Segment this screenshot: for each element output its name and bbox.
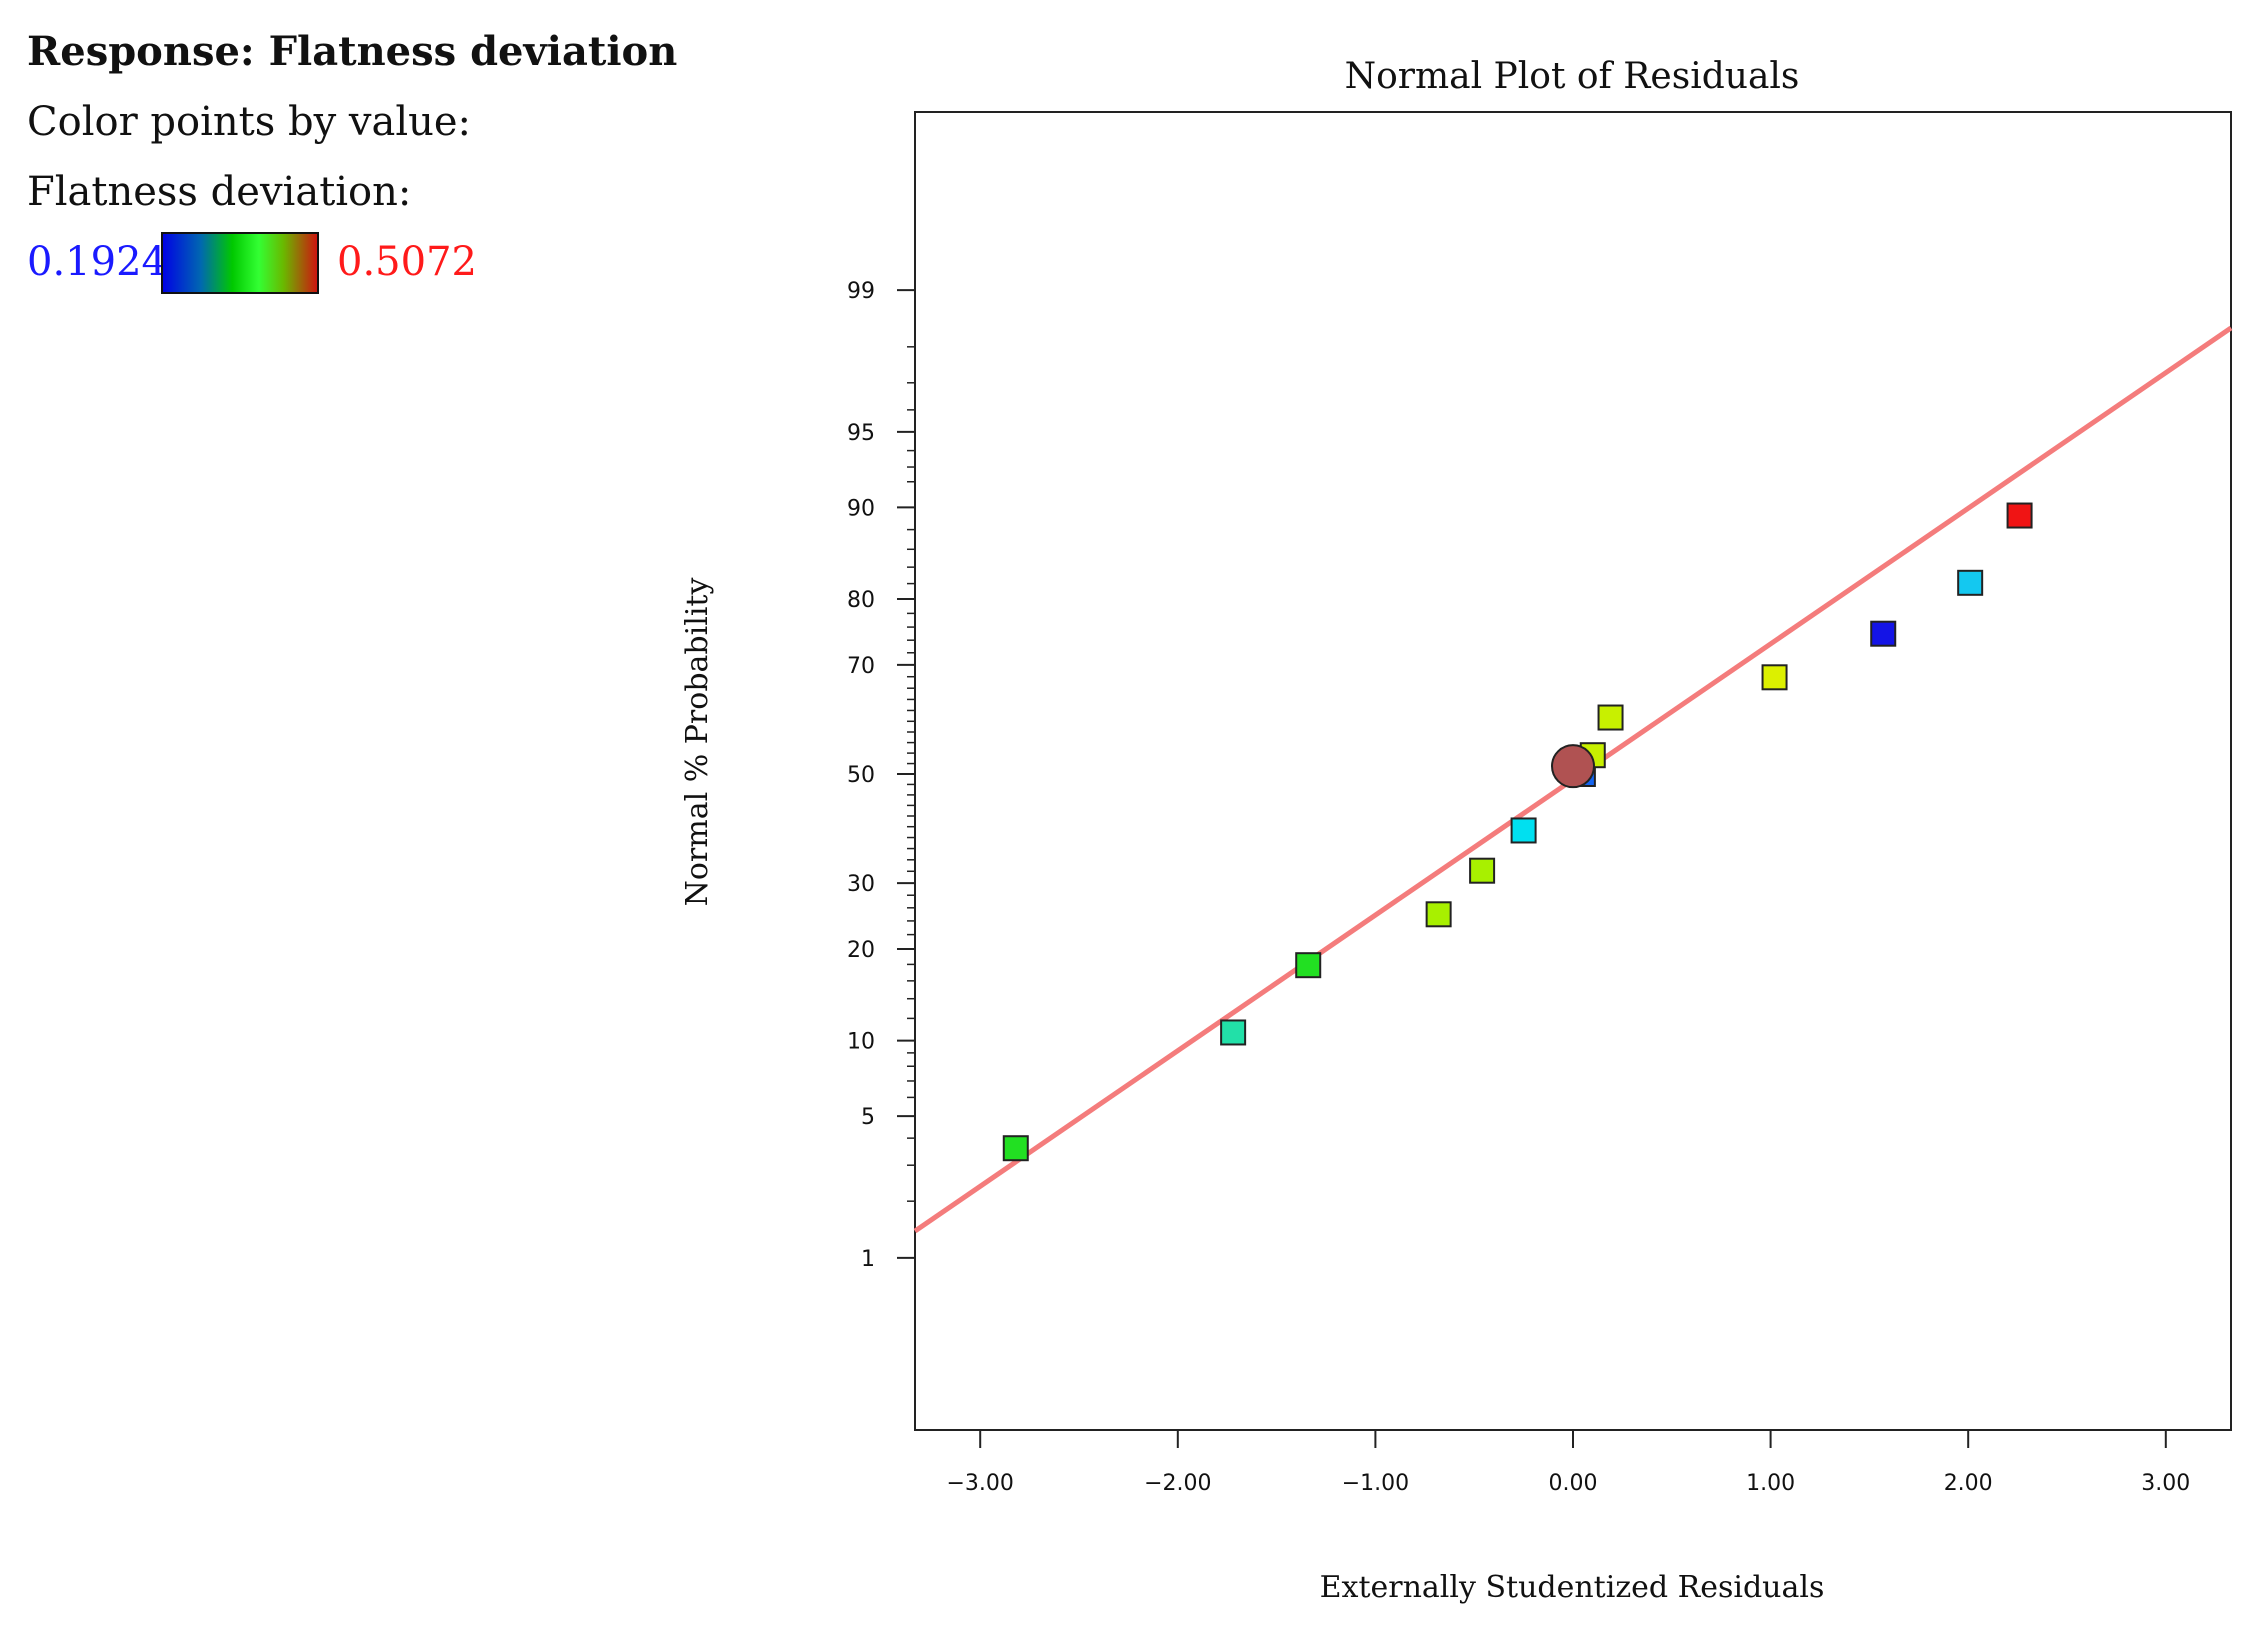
x-tick-label: 0.00 [1549,1471,1598,1496]
response-label: Response: Flatness deviation [27,28,677,75]
y-tick-label: 10 [847,1030,875,1055]
y-tick-label: 30 [847,872,875,897]
residual-point [1761,664,1788,691]
chart-title: Normal Plot of Residuals [1345,56,1800,97]
x-tick-label: −2.00 [1144,1471,1211,1496]
y-tick-label: 70 [847,654,875,679]
x-tick-label: −3.00 [946,1471,1013,1496]
y-tick-label: 1 [861,1247,875,1272]
data-points [1002,502,2033,1162]
residual-point [1957,569,1984,596]
residual-point [1510,817,1537,844]
residual-point [1220,1019,1247,1046]
color-by-label: Color points by value: [27,99,471,145]
x-axis-title: Externally Studentized Residuals [1320,1570,1825,1605]
x-tick-label: 1.00 [1746,1471,1795,1496]
y-tick-label: 50 [847,763,875,788]
residual-point [1295,952,1322,979]
residual-point [1469,857,1496,884]
legend-panel: Response: Flatness deviation Color point… [27,28,677,294]
residual-point [1425,901,1452,928]
colorbar-gradient [161,232,319,294]
y-axis-title: Normal % Probability [680,578,715,907]
variable-label: Flatness deviation: [27,169,411,215]
x-tick-label: 3.00 [2141,1471,2190,1496]
y-tick-label: 95 [847,421,875,446]
y-tick-label: 99 [847,279,875,304]
residual-point [1002,1135,1029,1162]
colorbar-min-label: 0.1924 [27,239,167,285]
y-tick-label: 80 [847,588,875,613]
colorbar-max-label: 0.5072 [337,239,477,285]
residual-point [1870,620,1897,647]
x-tick-label: 2.00 [1944,1471,1993,1496]
y-minor-ticks [907,346,915,1202]
x-tick-label: −1.00 [1342,1471,1409,1496]
y-axis: 1 5 10 20 30 50 70 80 90 95 99 [847,279,915,1272]
y-tick-label: 20 [847,938,875,963]
y-tick-label: 90 [847,496,875,521]
y-tick-label: 5 [861,1105,875,1130]
center-point-marker [1551,744,1595,789]
x-axis: −3.00 −2.00 −1.00 0.00 1.00 2.00 3.00 [946,1430,2190,1496]
residual-point [2006,502,2033,529]
residual-point [1597,704,1624,731]
